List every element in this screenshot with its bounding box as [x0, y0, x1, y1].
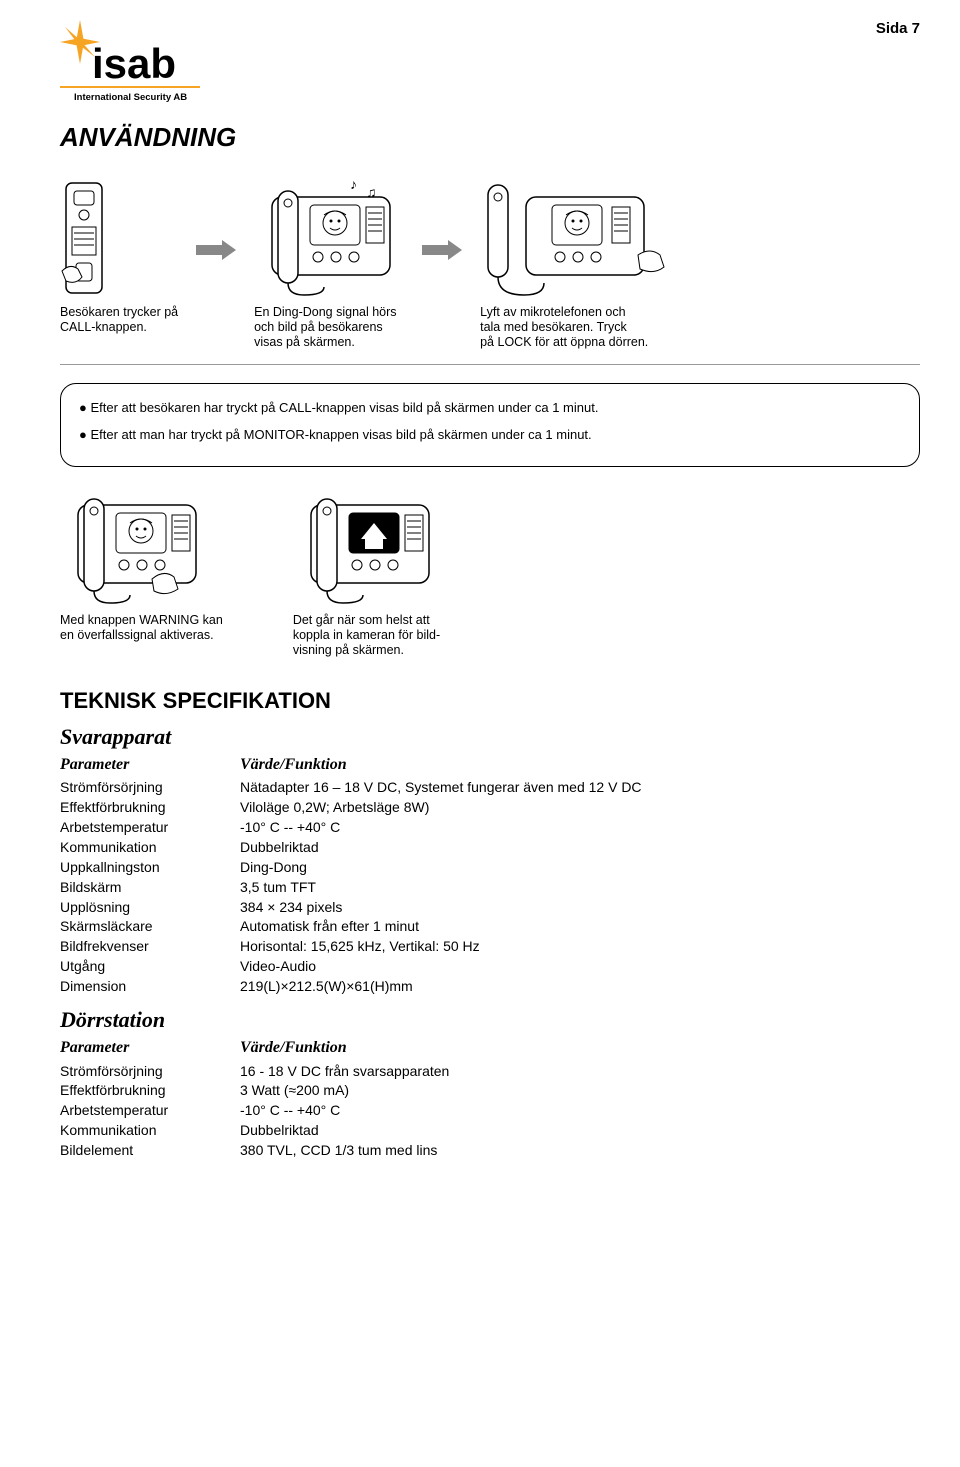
dorrstation-table: Parameter Värde/Funktion Strömförsörjnin… [60, 1037, 453, 1161]
usage-caption: Det går när som helst att koppla in kame… [293, 613, 440, 658]
svarapparat-table: Parameter Värde/Funktion Strömförsörjnin… [60, 754, 646, 997]
table-row: Effektförbrukning3 Watt (≈200 mA) [60, 1081, 453, 1101]
spec-value: 3,5 tum TFT [240, 878, 646, 898]
spec-value: 3 Watt (≈200 mA) [240, 1081, 453, 1101]
door-panel-drawing [60, 181, 108, 299]
table-row: Bildskärm3,5 tum TFT [60, 878, 646, 898]
arrow-icon [196, 240, 236, 260]
table-header-param: Parameter [60, 754, 240, 779]
usage-step-1: Besökaren trycker på CALL-knappen. [60, 179, 178, 350]
spec-value: 16 - 18 V DC från svarsapparaten [240, 1062, 453, 1082]
spec-value: -10° C -- +40° C [240, 1101, 453, 1121]
table-row: KommunikationDubbelriktad [60, 838, 646, 858]
spec-param: Kommunikation [60, 1121, 240, 1141]
table-row: KommunikationDubbelriktad [60, 1121, 453, 1141]
usage-row-2: Med knappen WARNING kan en överfallssign… [60, 487, 920, 658]
spec-param: Bildfrekvenser [60, 937, 240, 957]
spec-param: Arbetstemperatur [60, 1101, 240, 1121]
spec-param: Strömförsörjning [60, 778, 240, 798]
spec-param: Bildelement [60, 1141, 240, 1161]
table-row: BildfrekvenserHorisontal: 15,625 kHz, Ve… [60, 937, 646, 957]
spec-param: Skärmsläckare [60, 917, 240, 937]
spec-param: Strömförsörjning [60, 1062, 240, 1082]
handset-monitor-drawing [293, 487, 453, 607]
usage-caption: Besökaren trycker på CALL-knappen. [60, 305, 178, 335]
spec-value: Horisontal: 15,625 kHz, Vertikal: 50 Hz [240, 937, 646, 957]
info-bullet: ● Efter att besökaren har tryckt på CALL… [79, 398, 901, 419]
spec-param: Uppkallningston [60, 858, 240, 878]
spec-value: -10° C -- +40° C [240, 818, 646, 838]
handset-unit-drawing: ♪ ♫ [254, 179, 404, 299]
table-header-value: Värde/Funktion [240, 754, 646, 779]
handset-warning-drawing [60, 487, 220, 607]
spec-value: 380 TVL, CCD 1/3 tum med lins [240, 1141, 453, 1161]
spec-param: Kommunikation [60, 838, 240, 858]
spec-value: Dubbelriktad [240, 838, 646, 858]
page-number: Sida 7 [876, 20, 920, 37]
logo: isab International Security AB [60, 20, 200, 110]
section-title-usage: ANVÄNDNING [60, 122, 920, 153]
table-header-value: Värde/Funktion [240, 1037, 453, 1062]
usage-step-warning: Med knappen WARNING kan en överfallssign… [60, 487, 223, 658]
spec-param: Effektförbrukning [60, 798, 240, 818]
spec-value: Viloläge 0,2W; Arbetsläge 8W) [240, 798, 646, 818]
spec-param: Upplösning [60, 898, 240, 918]
table-row: UppkallningstonDing-Dong [60, 858, 646, 878]
usage-caption: Med knappen WARNING kan en överfallssign… [60, 613, 223, 643]
table-row: Upplösning384 × 234 pixels [60, 898, 646, 918]
spec-param: Bildskärm [60, 878, 240, 898]
svg-text:isab: isab [92, 40, 176, 87]
usage-caption: En Ding-Dong signal hörs och bild på bes… [254, 305, 396, 350]
arrow-icon [422, 240, 462, 260]
svarapparat-title: Svarapparat [60, 724, 920, 750]
table-row: SkärmsläckareAutomatisk från efter 1 min… [60, 917, 646, 937]
table-row: Arbetstemperatur-10° C -- +40° C [60, 818, 646, 838]
table-row: UtgångVideo-Audio [60, 957, 646, 977]
page-header: isab International Security AB Sida 7 [60, 20, 920, 110]
spec-value: Nätadapter 16 – 18 V DC, Systemet funger… [240, 778, 646, 798]
table-row: StrömförsörjningNätadapter 16 – 18 V DC,… [60, 778, 646, 798]
dorrstation-title: Dörrstation [60, 1007, 920, 1033]
table-row: Dimension219(L)×212.5(W)×61(H)mm [60, 977, 646, 997]
svg-text:♪: ♪ [350, 179, 357, 192]
spec-value: Video-Audio [240, 957, 646, 977]
spec-param: Effektförbrukning [60, 1081, 240, 1101]
spec-value: 219(L)×212.5(W)×61(H)mm [240, 977, 646, 997]
info-bullet: ● Efter att man har tryckt på MONITOR-kn… [79, 425, 901, 446]
tech-heading: TEKNISK SPECIFIKATION [60, 688, 920, 714]
usage-row-1: Besökaren trycker på CALL-knappen. ♪ ♫ [60, 167, 920, 365]
info-bullet-text: Efter att man har tryckt på MONITOR-knap… [90, 427, 591, 442]
usage-step-monitor: Det går när som helst att koppla in kame… [293, 487, 453, 658]
table-row: Strömförsörjning16 - 18 V DC från svarsa… [60, 1062, 453, 1082]
table-row: Arbetstemperatur-10° C -- +40° C [60, 1101, 453, 1121]
spec-param: Dimension [60, 977, 240, 997]
spec-param: Arbetstemperatur [60, 818, 240, 838]
table-row: Bildelement380 TVL, CCD 1/3 tum med lins [60, 1141, 453, 1161]
info-box: ● Efter att besökaren har tryckt på CALL… [60, 383, 920, 467]
spec-value: Ding-Dong [240, 858, 646, 878]
usage-step-3: Lyft av mikrotelefonen och tala med besö… [480, 179, 670, 350]
spec-value: 384 × 234 pixels [240, 898, 646, 918]
svg-text:International Security AB: International Security AB [74, 92, 187, 103]
usage-step-2: ♪ ♫ [254, 179, 404, 350]
spec-param: Utgång [60, 957, 240, 977]
spec-value: Dubbelriktad [240, 1121, 453, 1141]
usage-caption: Lyft av mikrotelefonen och tala med besö… [480, 305, 648, 350]
spec-value: Automatisk från efter 1 minut [240, 917, 646, 937]
info-bullet-text: Efter att besökaren har tryckt på CALL-k… [90, 400, 598, 415]
table-row: EffektförbrukningViloläge 0,2W; Arbetslä… [60, 798, 646, 818]
table-header-param: Parameter [60, 1037, 240, 1062]
handset-unit-lifted-drawing [480, 179, 670, 299]
